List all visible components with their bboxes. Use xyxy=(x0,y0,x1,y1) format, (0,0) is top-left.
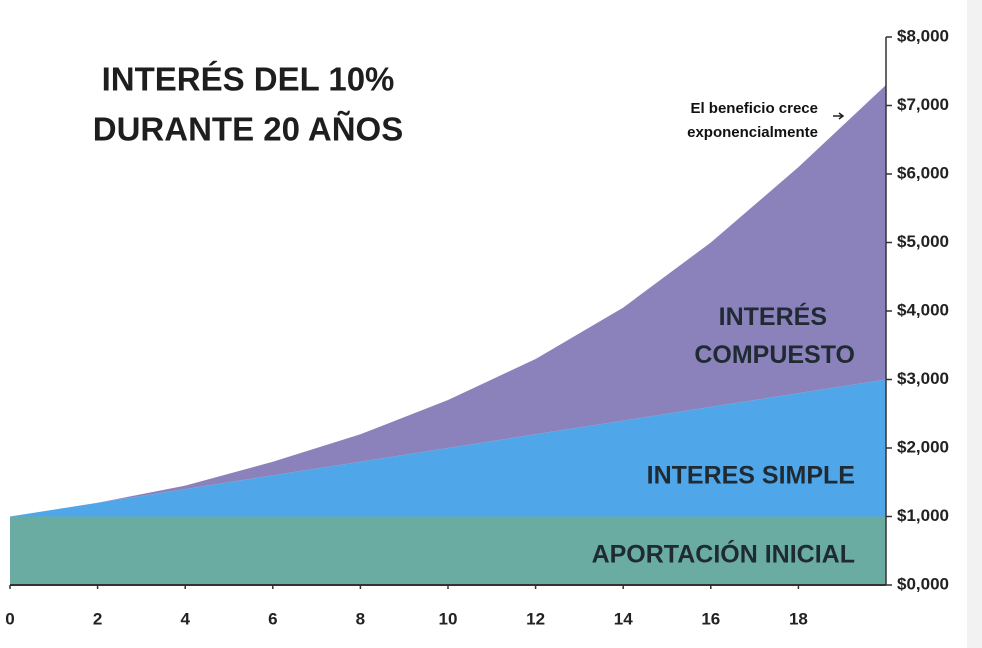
y-tick-label: $0,000 xyxy=(897,574,949,593)
x-tick-label: 18 xyxy=(789,609,808,628)
areas xyxy=(10,84,886,585)
area-label: APORTACIÓN INICIAL xyxy=(592,539,855,569)
y-tick-label: $2,000 xyxy=(897,437,949,456)
area xyxy=(10,84,886,517)
x-tick-label: 10 xyxy=(439,609,458,628)
y-tick-label: $4,000 xyxy=(897,300,949,319)
x-tick-label: 12 xyxy=(526,609,545,628)
chart-title: INTERÉS DEL 10% xyxy=(102,61,395,98)
area xyxy=(10,516,886,585)
area-label: INTERÉS COMPUESTO xyxy=(694,302,855,369)
x-tick-label: 14 xyxy=(614,609,633,628)
x-tick-label: 2 xyxy=(93,609,102,628)
y-tick-label: $1,000 xyxy=(897,506,949,525)
x-tick-label: 4 xyxy=(180,609,190,628)
annotation-arrow xyxy=(833,112,845,120)
x-tick-label: 16 xyxy=(701,609,720,628)
annotation: exponencialmente xyxy=(687,124,818,141)
x-tick-label: 8 xyxy=(356,609,365,628)
x-tick-label: 0 xyxy=(5,609,14,628)
y-tick-label: $7,000 xyxy=(897,95,949,114)
y-tick-label: $6,000 xyxy=(897,163,949,182)
chart-title: DURANTE 20 AÑOS xyxy=(93,111,404,148)
x-tick-label: 6 xyxy=(268,609,277,628)
y-tick-label: $5,000 xyxy=(897,232,949,251)
annotation: El beneficio crece xyxy=(690,100,818,117)
area-label: INTERES SIMPLE xyxy=(647,462,855,490)
y-tick-label: $8,000 xyxy=(897,26,949,45)
y-tick-label: $3,000 xyxy=(897,369,949,388)
side-strip xyxy=(967,0,982,648)
